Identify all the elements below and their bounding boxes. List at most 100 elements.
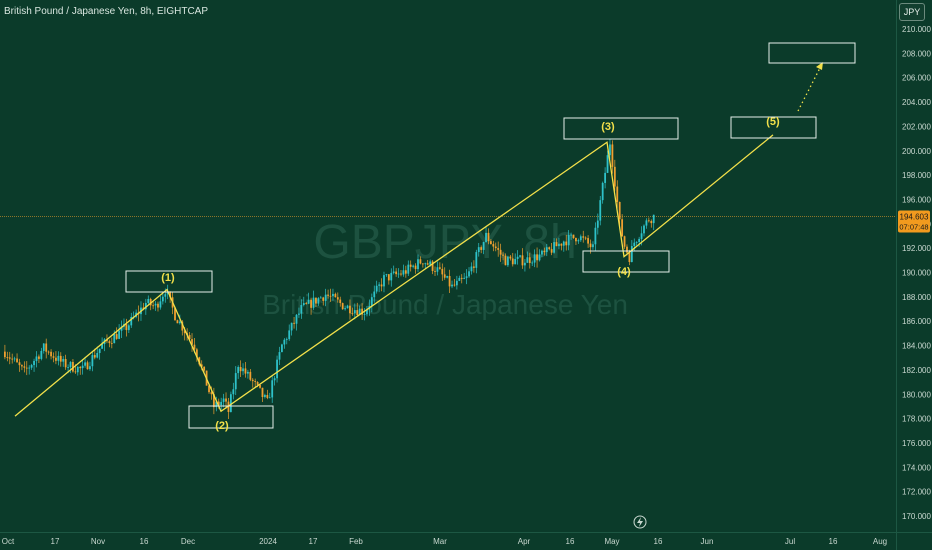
candle-body <box>16 358 18 363</box>
time-tick-label: Jul <box>785 537 795 546</box>
candle-body <box>509 256 512 259</box>
candle-body <box>528 257 531 264</box>
candle-body <box>502 254 504 256</box>
candle-body <box>611 144 614 167</box>
candle-body <box>285 339 288 340</box>
candle-body <box>215 401 218 408</box>
candle-body <box>193 344 196 350</box>
candle-body <box>281 344 283 353</box>
candle-body <box>217 401 220 406</box>
candle-body <box>212 394 215 408</box>
candle-body <box>208 385 210 393</box>
wave-projection-dotted-line <box>797 63 823 112</box>
candle-body <box>575 237 577 242</box>
candle-body <box>290 322 293 331</box>
wave-label: (5) <box>766 116 780 128</box>
candle-body <box>599 200 602 221</box>
candle-body <box>560 243 563 246</box>
candle-body <box>188 334 191 340</box>
candle-body <box>144 302 147 310</box>
lightning-icon-glyph <box>637 517 643 527</box>
candle-body <box>499 249 502 255</box>
candle-body <box>147 298 150 303</box>
candle-body <box>6 357 9 358</box>
candle-body <box>463 277 466 279</box>
candle-body <box>191 339 193 345</box>
candle-body <box>120 326 123 331</box>
candle-body <box>351 313 354 315</box>
candle-body <box>458 277 461 281</box>
candle-body <box>538 254 541 261</box>
candle-body <box>519 255 521 257</box>
candle-body <box>419 259 422 264</box>
candle-body <box>587 238 589 244</box>
candle-body <box>300 305 303 314</box>
candle-body <box>400 273 402 275</box>
candle-body <box>550 249 553 253</box>
candle-body <box>412 265 415 267</box>
candle-body <box>446 276 449 278</box>
candle-body <box>596 220 599 228</box>
candle-body <box>312 297 315 308</box>
candle-body <box>74 371 77 373</box>
price-badge-value: 194.603 <box>900 212 929 221</box>
symbol-title: British Pound / Japanese Yen, 8h, EIGHTC… <box>4 6 209 17</box>
candle-body <box>62 358 65 362</box>
candle-body <box>404 270 407 274</box>
candle-body <box>149 298 152 306</box>
price-tick-label: 174.000 <box>902 463 931 472</box>
price-tick-label: 172.000 <box>902 488 931 497</box>
candle-body <box>541 250 543 255</box>
candle-body <box>443 274 446 278</box>
candle-body <box>618 201 621 220</box>
candle-body <box>18 362 21 366</box>
price-tick-label: 208.000 <box>902 49 931 58</box>
candle-body <box>640 233 643 239</box>
candle-body <box>477 247 480 253</box>
candle-body <box>256 381 259 385</box>
candle-body <box>424 263 427 265</box>
candle-body <box>13 358 16 360</box>
candle-body <box>164 294 167 297</box>
candle-body <box>448 276 451 287</box>
candle-body <box>606 155 609 173</box>
candle-body <box>516 256 519 259</box>
candle-body <box>414 265 417 270</box>
candle-body <box>358 308 361 315</box>
candle-body <box>383 275 385 287</box>
candle-body <box>40 350 43 359</box>
candle-body <box>426 263 429 265</box>
candle-body <box>225 398 227 402</box>
candle-body <box>200 364 203 367</box>
candle-body <box>482 242 485 250</box>
candle-body <box>392 271 395 273</box>
projection-arrow <box>816 62 823 70</box>
candle-body <box>468 271 470 277</box>
candle-body <box>244 368 247 374</box>
lightning-icon[interactable] <box>633 515 647 529</box>
candle-body <box>183 330 186 334</box>
candle-body <box>497 248 500 250</box>
candle-body <box>543 250 546 253</box>
candle-body <box>385 274 388 276</box>
candle-body <box>349 305 351 314</box>
wave-label: (2) <box>215 420 229 432</box>
candle-body <box>577 240 580 242</box>
candle-body <box>268 397 271 399</box>
price-tick-label: 170.000 <box>902 512 931 521</box>
candle-body <box>276 359 278 379</box>
time-tick-label: 2024 <box>259 537 277 546</box>
candle-body <box>341 303 344 310</box>
time-tick-label: 17 <box>51 537 60 546</box>
candle-body <box>524 262 526 266</box>
candle-body <box>545 247 548 253</box>
candle-body <box>601 182 604 201</box>
candle-body <box>57 355 60 361</box>
candle-body <box>434 270 436 272</box>
candle-body <box>470 266 473 272</box>
time-axis-separator <box>0 532 932 533</box>
candle-body <box>378 284 381 286</box>
currency-button[interactable]: JPY <box>899 3 925 21</box>
candle-body <box>407 264 410 274</box>
